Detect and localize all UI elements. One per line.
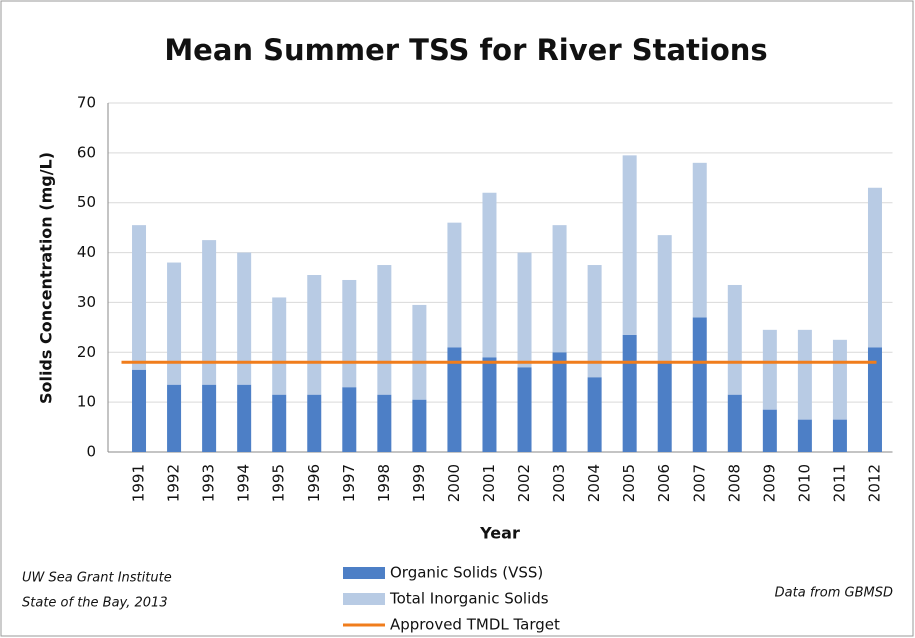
bar-segment xyxy=(307,275,322,395)
source: Data from GBMSD xyxy=(775,586,893,601)
bar-segment xyxy=(727,284,742,395)
bar-segment xyxy=(552,225,567,353)
bar-segment xyxy=(272,297,287,395)
bar-segment xyxy=(797,329,812,420)
legend-swatch xyxy=(343,567,385,579)
bar-segment xyxy=(587,265,602,378)
bar-segment xyxy=(167,262,182,385)
bar-segment xyxy=(867,187,882,348)
bar-segment xyxy=(622,155,637,335)
y-tick-label: 30 xyxy=(77,293,96,311)
x-tick-label: 1991 xyxy=(130,464,148,502)
y-tick-label: 60 xyxy=(77,143,96,161)
bar-segment xyxy=(762,409,777,452)
note: UW Sea Grant Institute xyxy=(22,571,172,586)
bar-segment xyxy=(622,334,637,452)
x-tick-label: 1996 xyxy=(305,464,323,502)
x-tick-label: 2005 xyxy=(620,464,638,502)
bar-segment xyxy=(832,419,847,452)
bar-segment xyxy=(237,252,252,385)
bar-segment xyxy=(202,384,217,452)
x-tick-label: 2001 xyxy=(480,464,498,502)
bar-segment xyxy=(412,399,427,452)
x-tick-label: 2008 xyxy=(725,464,743,502)
x-tick-label: 2004 xyxy=(585,464,603,502)
bar-segment xyxy=(517,367,532,452)
x-tick-label: 2007 xyxy=(690,464,708,502)
note: State of the Bay, 2013 xyxy=(22,596,168,611)
legend-label: Approved TMDL Target xyxy=(390,616,560,634)
bar-segment xyxy=(237,384,252,452)
y-tick-label: 10 xyxy=(77,393,96,411)
bar-segment xyxy=(342,387,357,452)
bar-segment xyxy=(587,377,602,452)
x-tick-label: 1992 xyxy=(165,464,183,502)
x-tick-label: 2002 xyxy=(515,464,533,502)
bar-segment xyxy=(867,347,882,452)
x-tick-label: 2000 xyxy=(445,464,463,502)
x-tick-label: 1999 xyxy=(410,464,428,502)
bar-segment xyxy=(132,369,147,452)
bar-segment xyxy=(657,362,672,452)
bar-segment xyxy=(412,304,427,400)
x-tick-label: 2009 xyxy=(760,464,778,502)
y-tick-label: 0 xyxy=(86,443,96,461)
bar-segment xyxy=(132,225,147,370)
y-tick-label: 40 xyxy=(77,243,96,261)
x-tick-label: 1998 xyxy=(375,464,393,502)
x-tick-label: 2003 xyxy=(550,464,568,502)
y-tick-label: 20 xyxy=(77,343,96,361)
bar-segment xyxy=(657,235,672,363)
y-axis-title: Solids Concentration (mg/L) xyxy=(37,152,56,404)
bar-segment xyxy=(377,394,392,452)
bar-segment xyxy=(517,252,532,368)
bar-segment xyxy=(762,329,777,410)
bar-segment xyxy=(552,352,567,452)
x-tick-label: 1993 xyxy=(200,464,218,502)
y-tick-label: 50 xyxy=(77,193,96,211)
bar-segment xyxy=(202,240,217,385)
bar-segment xyxy=(447,222,462,348)
x-tick-label: 1997 xyxy=(340,464,358,502)
x-tick-label: 1994 xyxy=(235,464,253,502)
chart-title: Mean Summer TSS for River Stations xyxy=(164,33,767,67)
x-tick-label: 2011 xyxy=(830,464,848,502)
x-tick-label: 1995 xyxy=(270,464,288,502)
bar-segment xyxy=(447,347,462,452)
bar-segment xyxy=(832,339,847,420)
x-tick-label: 2006 xyxy=(655,464,673,502)
x-tick-label: 2010 xyxy=(795,464,813,502)
x-axis-title: Year xyxy=(479,524,520,543)
bar-segment xyxy=(797,419,812,452)
y-tick-label: 70 xyxy=(77,94,96,112)
bar-segment xyxy=(482,192,497,358)
legend-label: Organic Solids (VSS) xyxy=(390,564,543,582)
bar-segment xyxy=(307,394,322,452)
bar-segment xyxy=(482,357,497,452)
bar-segment xyxy=(727,394,742,452)
x-tick-label: 2012 xyxy=(865,464,883,502)
legend-swatch xyxy=(343,593,385,605)
bar-segment xyxy=(692,162,707,318)
legend-label: Total Inorganic Solids xyxy=(389,590,549,608)
bar-segment xyxy=(377,265,392,395)
bar-segment xyxy=(342,279,357,388)
bar-segment xyxy=(272,394,287,452)
bar-segment xyxy=(167,384,182,452)
bar-segment xyxy=(692,317,707,452)
